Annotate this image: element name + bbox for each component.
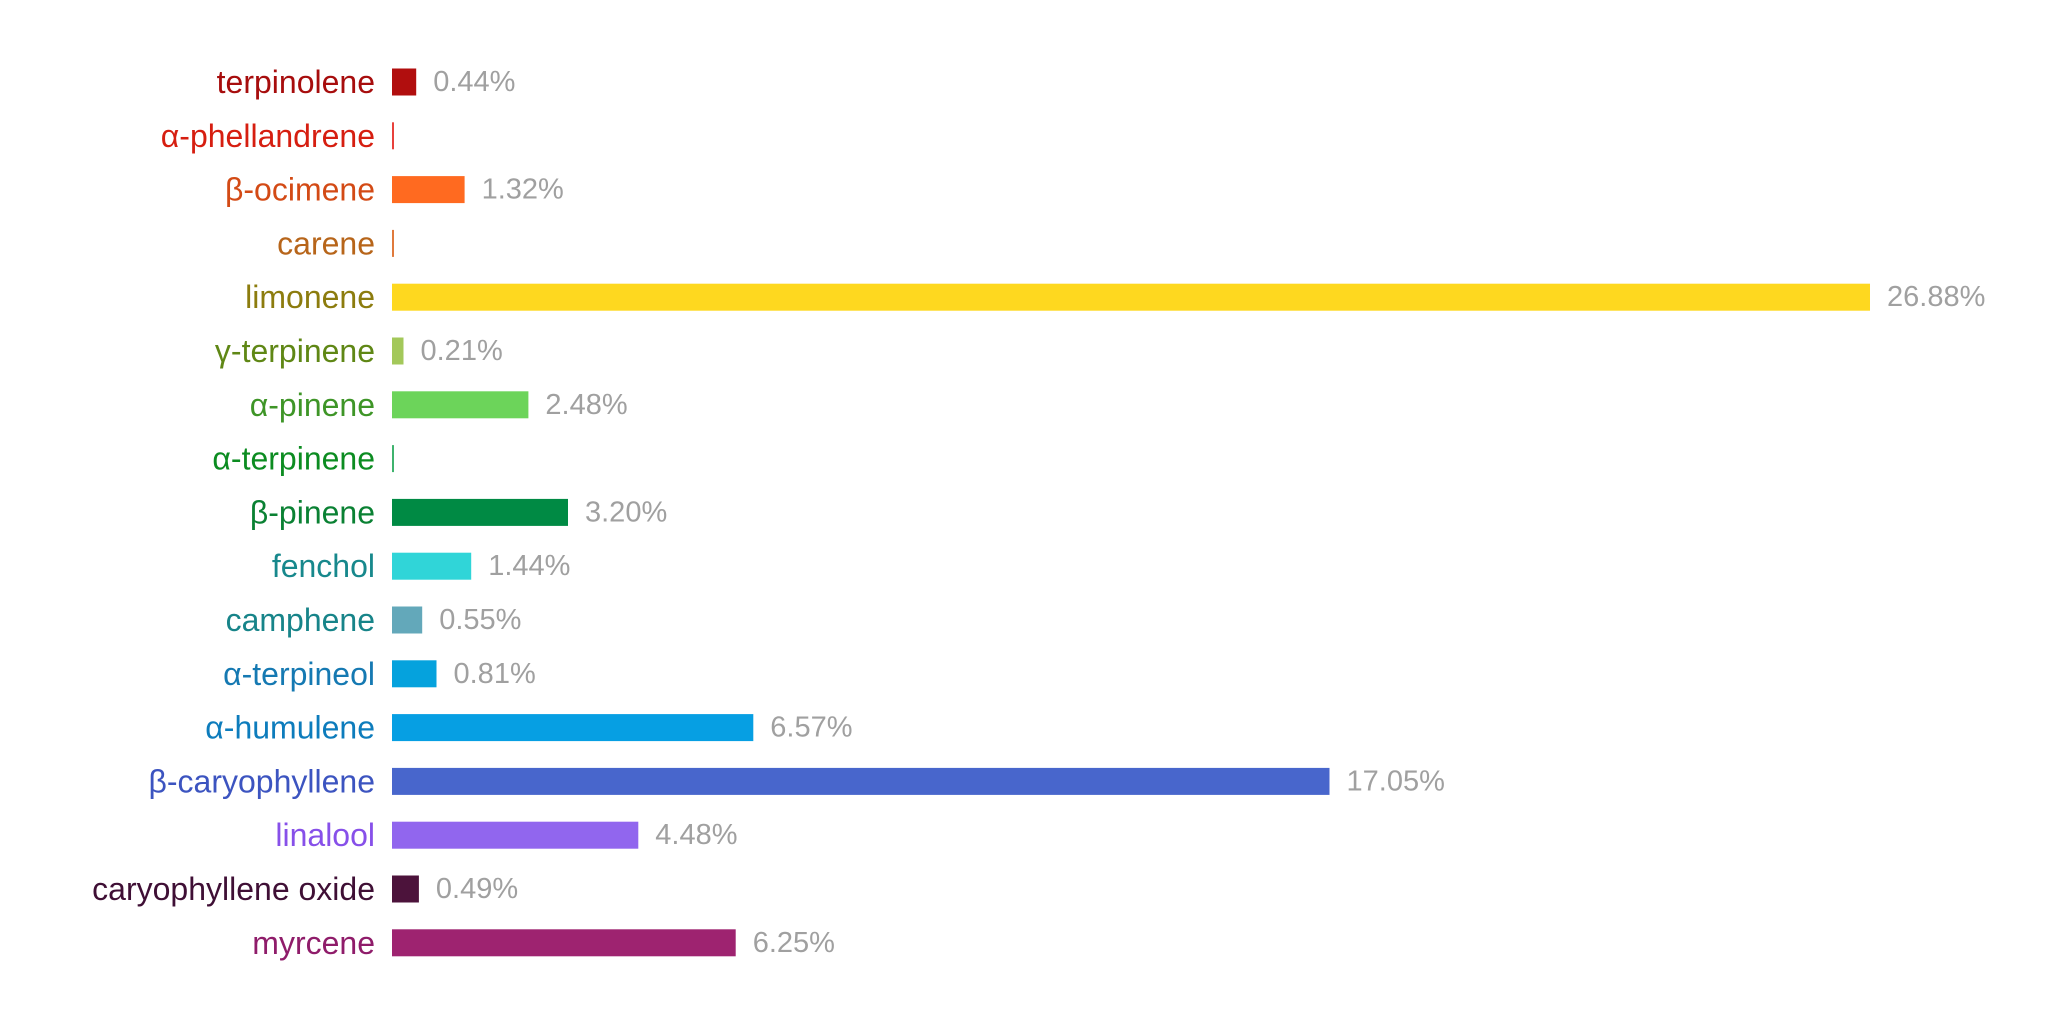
- bar-alpha-terpinene: [392, 445, 394, 473]
- bar-alpha-terpineol: [392, 660, 437, 688]
- value-label-terpinolene: 0.44%: [433, 66, 515, 98]
- category-labels-group: terpinolene α-phellandrene β-ocimene carene…: [92, 64, 375, 961]
- category-label-linalool: linalool: [275, 817, 375, 853]
- value-label-myrcene: 6.25%: [753, 927, 835, 959]
- value-label-camphene: 0.55%: [439, 604, 521, 636]
- value-label-alpha-pinene: 2.48%: [545, 389, 627, 421]
- category-label-beta-caryophyllene: β-caryophyllene: [148, 763, 375, 799]
- value-label-alpha-terpineol: 0.81%: [454, 658, 536, 690]
- category-label-caryophyllene-oxide: caryophyllene oxide: [92, 871, 375, 907]
- bar-gamma-terpinene: [392, 337, 404, 365]
- category-label-beta-ocimene: β-ocimene: [225, 172, 375, 208]
- bar-alpha-phellandrene: [392, 122, 394, 150]
- bar-camphene: [392, 606, 423, 634]
- bar-myrcene: [392, 929, 736, 957]
- category-label-gamma-terpinene: γ-terpinene: [215, 333, 375, 369]
- value-label-gamma-terpinene: 0.21%: [421, 335, 503, 367]
- category-label-terpinolene: terpinolene: [217, 64, 375, 100]
- category-label-beta-pinene: β-pinene: [250, 494, 375, 530]
- category-label-alpha-phellandrene: α-phellandrene: [161, 118, 375, 154]
- bar-beta-ocimene: [392, 176, 465, 204]
- value-label-beta-caryophyllene: 17.05%: [1347, 765, 1445, 797]
- bar-limonene: [392, 283, 1870, 311]
- value-label-linalool: 4.48%: [655, 819, 737, 851]
- category-label-camphene: camphene: [226, 602, 375, 638]
- bar-caryophyllene-oxide: [392, 875, 419, 903]
- bar-alpha-pinene: [392, 391, 529, 419]
- bar-linalool: [392, 821, 639, 849]
- value-label-limonene: 26.88%: [1887, 281, 1985, 313]
- value-label-caryophyllene-oxide: 0.49%: [436, 873, 518, 905]
- value-label-beta-ocimene: 1.32%: [482, 174, 564, 206]
- bar-carene: [392, 229, 394, 257]
- bar-alpha-humulene: [392, 714, 754, 742]
- bar-beta-pinene: [392, 498, 568, 526]
- value-labels-group: 0.44% 1.32% 26.88% 0.21% 2.48% 3.20% 1.44% 0.55…: [421, 66, 1986, 959]
- category-label-limonene: limonene: [245, 279, 375, 315]
- bar-terpinolene: [392, 68, 417, 96]
- category-label-alpha-terpinene: α-terpinene: [212, 441, 375, 477]
- category-label-carene: carene: [277, 225, 375, 261]
- category-label-alpha-terpineol: α-terpineol: [223, 656, 375, 692]
- category-label-myrcene: myrcene: [252, 925, 375, 961]
- value-label-fenchol: 1.44%: [488, 550, 570, 582]
- value-label-beta-pinene: 3.20%: [585, 496, 667, 528]
- category-label-alpha-humulene: α-humulene: [205, 710, 375, 746]
- bar-fenchol: [392, 552, 472, 580]
- bar-beta-caryophyllene: [392, 767, 1330, 795]
- category-label-alpha-pinene: α-pinene: [250, 387, 375, 423]
- bars-group: [392, 68, 1870, 957]
- category-label-fenchol: fenchol: [272, 548, 375, 584]
- value-label-alpha-humulene: 6.57%: [770, 712, 852, 744]
